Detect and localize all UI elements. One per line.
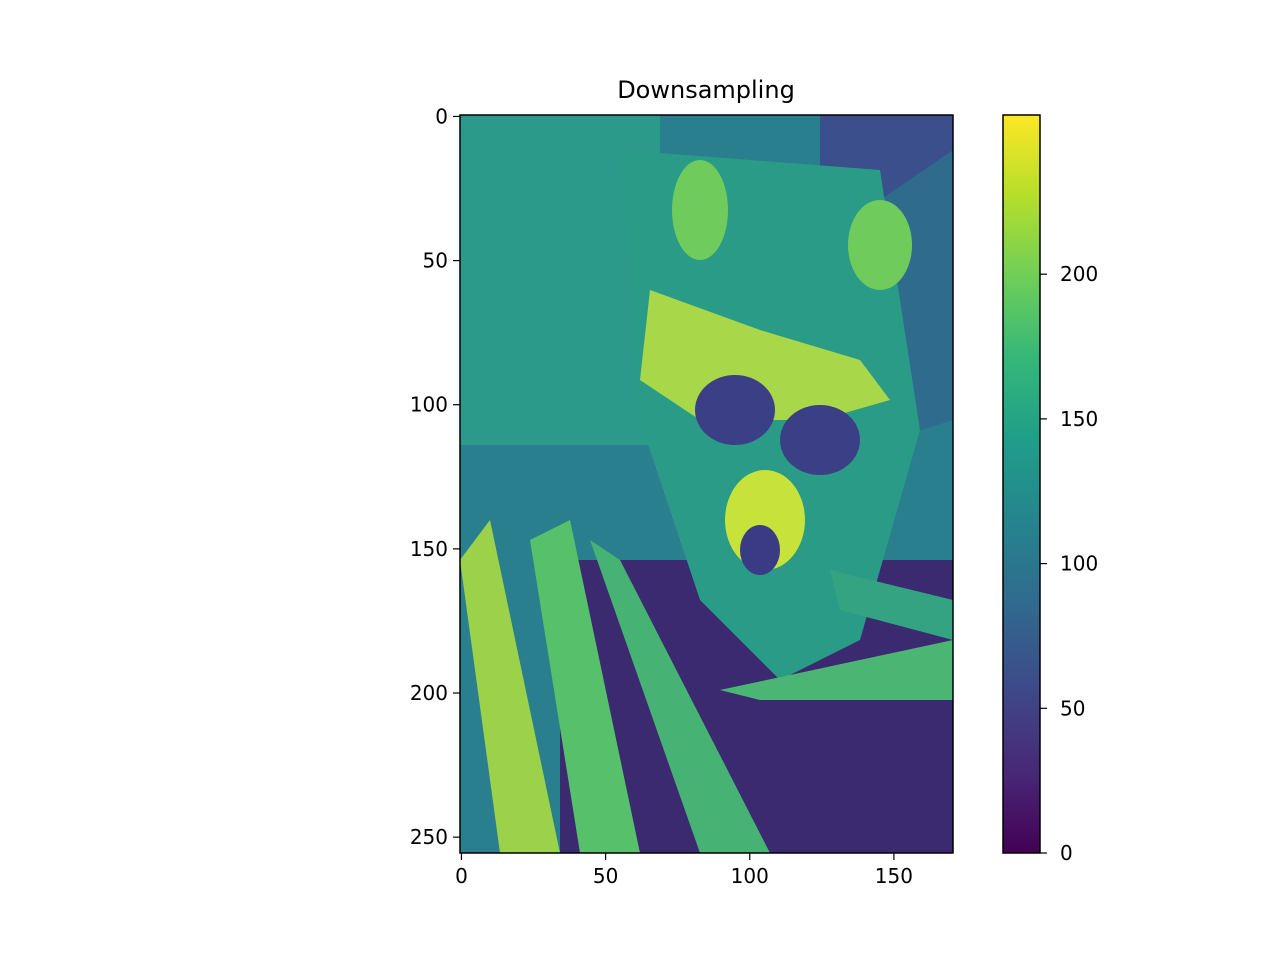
leaf-right-2 xyxy=(830,570,953,640)
colorbar-tick-label: 0 xyxy=(1060,841,1073,865)
heatmap-image xyxy=(460,115,953,853)
leaf-right-1 xyxy=(720,640,953,700)
raccoon-ear-right xyxy=(848,200,912,290)
y-tick-label: 0 xyxy=(435,104,448,128)
raccoon-face-light xyxy=(640,290,890,420)
chart-title: Downsampling xyxy=(617,76,795,104)
y-tick-label: 100 xyxy=(410,393,448,417)
colorbar-tick-label: 50 xyxy=(1060,696,1085,720)
y-axis: 0 50 100 150 200 250 xyxy=(410,104,460,849)
colorbar-tick-label: 200 xyxy=(1060,262,1098,286)
y-tick-label: 150 xyxy=(410,537,448,561)
y-tick-label: 50 xyxy=(423,249,448,273)
raccoon-eye-mask-right xyxy=(780,405,860,475)
leaf-left-3 xyxy=(590,540,770,853)
colorbar-axis: 0 50 100 150 200 xyxy=(1040,262,1098,865)
image-axes-frame xyxy=(459,114,954,854)
x-tick-label: 50 xyxy=(593,864,618,888)
x-tick-label: 0 xyxy=(455,864,468,888)
leaf-left-1 xyxy=(460,520,560,853)
colorbar xyxy=(1002,114,1041,854)
raccoon-nose xyxy=(740,525,780,575)
x-tick-label: 100 xyxy=(731,864,769,888)
y-tick-label: 250 xyxy=(410,825,448,849)
x-tick-label: 150 xyxy=(875,864,913,888)
raccoon-ear-left xyxy=(672,160,728,260)
leaf-left-2 xyxy=(530,520,640,853)
x-axis: 0 50 100 150 xyxy=(455,853,913,888)
raccoon-eye-mask-left xyxy=(695,375,775,445)
colorbar-tick-label: 100 xyxy=(1060,552,1098,576)
y-tick-label: 200 xyxy=(410,681,448,705)
colorbar-tick-label: 150 xyxy=(1060,407,1098,431)
